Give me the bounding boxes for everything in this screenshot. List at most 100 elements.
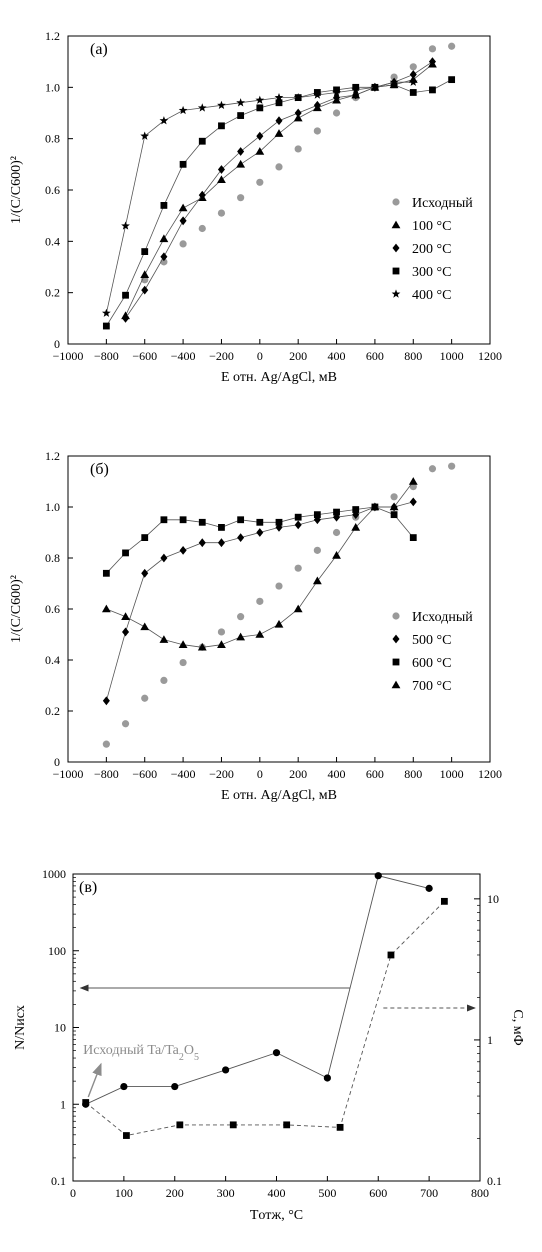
panel-b-data-point [332, 528, 341, 537]
panel-a-data-point [255, 147, 265, 155]
panel-b-y-tick-label: 1.2 [45, 449, 60, 463]
panel-b-data-point [101, 604, 111, 613]
panel-a-data-point [256, 131, 264, 141]
panel-b-data-point [332, 551, 341, 559]
panel-a-legend-marker [392, 243, 400, 253]
panel-a-data-point [294, 145, 302, 153]
panel-b-data-point [198, 518, 206, 526]
panel-b-data-point [237, 516, 245, 524]
panel-c-y-left-axis-label: N/Nисх [13, 1005, 28, 1050]
panel-a-x-tick-label: −200 [209, 349, 234, 363]
panel-a-legend-label: 100 °С [412, 219, 451, 234]
panel-c-x-tick-label: 400 [268, 1186, 286, 1200]
panel-a-data-point [448, 76, 456, 84]
panel-a-panel-label: (а) [90, 41, 108, 58]
panel-b-legend-marker [392, 658, 400, 666]
panel-c-y-right-tick-label: 10 [487, 892, 499, 906]
panel-b-data-point [409, 534, 417, 541]
panel-a-data-point [159, 234, 169, 243]
panel-a-legend-label: 300 °С [412, 265, 451, 280]
panel-b-data-point [122, 549, 129, 557]
panel-c-x-axis-label: Tотж, °С [250, 1208, 303, 1223]
panel-a-x-tick-label: −400 [171, 349, 196, 363]
panel-a-legend-label: 200 °С [412, 242, 451, 257]
panel-a-y-tick-label: 0.2 [45, 286, 60, 300]
panel-a-data-point [409, 70, 417, 79]
panel-a-legend-marker [391, 289, 401, 298]
panel-b-x-tick-label: 1200 [478, 767, 502, 781]
panel-b-data-point [160, 676, 168, 685]
panel-b-data-point [122, 627, 130, 637]
panel-a-data-point [312, 90, 322, 99]
panel-b-data-point [313, 511, 321, 519]
panel-a-data-point [140, 270, 150, 278]
panel-b-data-point [389, 502, 399, 511]
panel-c-y-right-tick-label: 1 [487, 1033, 493, 1047]
panel-b-data-point [352, 506, 360, 513]
panel-b-data-point [312, 576, 322, 585]
panel-a-series-300-с [102, 76, 456, 330]
panel-c-data-point [82, 1099, 90, 1106]
panel-b-series-исходный [102, 462, 456, 748]
panel-a-data-point [217, 175, 226, 184]
panel-b-data-point [293, 604, 303, 613]
panel-a-y-axis-label: 1/(C/C600)² [9, 156, 24, 224]
panel-a-y-tick-label: 0.8 [45, 132, 60, 146]
panel-b-y-tick-label: 0.8 [45, 551, 60, 565]
panel-b-data-point [428, 465, 437, 473]
panel-c-x-tick-label: 700 [420, 1186, 438, 1200]
panel-b-data-point [408, 477, 418, 485]
panel-c-y-left-tick-label: 1000 [42, 867, 66, 881]
panel-a-data-point [351, 85, 361, 94]
panel-b-legend-label: 500 °С [412, 633, 451, 648]
panel-b-data-point [294, 520, 302, 530]
panel-a-data-point [197, 103, 207, 112]
panel-a-legend-marker [392, 267, 400, 275]
panel-a-data-point [408, 77, 418, 86]
panel-a-x-tick-label: 0 [257, 349, 263, 363]
panel-b-y-tick-label: 0.2 [45, 704, 60, 718]
panel-b-data-point [160, 516, 168, 524]
panel-a-data-point [313, 127, 321, 135]
panel-a-data-point [179, 240, 187, 248]
panel-c-x-tick-label: 600 [369, 1186, 387, 1200]
panel-b-legend-marker [391, 680, 401, 689]
panel-a-y-tick-label: 0 [54, 337, 60, 351]
panel-a-data-point [159, 116, 169, 125]
panel-a-data-point [160, 202, 168, 209]
panel-a-x-tick-label: 200 [289, 349, 307, 363]
panel-b-data-point [121, 612, 130, 620]
panel-b-data-point [333, 508, 340, 516]
panel-b-series-line [106, 481, 414, 648]
panel-a-y-tick-label: 0.6 [45, 183, 60, 197]
panel-b-data-point [448, 462, 456, 470]
panel-a-data-point [293, 113, 303, 122]
panel-b-legend-marker [392, 634, 400, 644]
panel-c-data-point [336, 1123, 344, 1131]
panel-a-series-line [106, 81, 414, 314]
panel-c-y-right-axis-label: C, мФ [510, 1009, 525, 1045]
panel-a-data-point [256, 104, 264, 112]
panel-a-series-400-с [101, 77, 418, 317]
panel-a-legend-marker [392, 198, 400, 206]
panel-a-data-point [121, 221, 130, 230]
panel-b-data-point [197, 642, 207, 651]
panel-a-data-point [102, 322, 110, 330]
panel-a-data-point [236, 159, 246, 168]
panel-b-data-point [390, 493, 398, 501]
panel-a-data-point [179, 216, 187, 226]
panel-a-data-point [178, 105, 188, 115]
panel-c-series-line [85, 875, 430, 1105]
panel-a-x-tick-label: 1200 [478, 349, 502, 363]
panel-c-series-n-ratio [82, 872, 433, 1108]
panel-a-data-point [217, 165, 225, 174]
panel-a-data-point [256, 178, 264, 186]
panel-a-x-tick-label: −1000 [53, 349, 84, 363]
panel-a-data-point [217, 100, 226, 110]
panel-b-chart: −1000 −800 −600 −400 −200 0 200 400 600 800 1000 12… [9, 449, 502, 803]
panel-b-data-point [140, 622, 150, 631]
panel-a-data-point [274, 93, 284, 102]
panel-a-data-point [409, 63, 417, 71]
panel-a-data-point [332, 87, 341, 97]
panel-a-x-tick-label: 400 [328, 349, 346, 363]
